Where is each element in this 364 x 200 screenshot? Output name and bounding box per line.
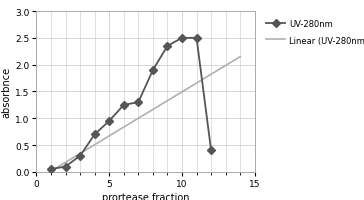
X-axis label: prortease fraction: prortease fraction: [102, 192, 189, 200]
UV-280nm: [63, 165, 68, 168]
UV-280nm: [92, 133, 97, 136]
Y-axis label: absorbnce: absorbnce: [1, 67, 11, 117]
UV-280nm: [78, 155, 82, 157]
UV-280nm: [49, 168, 53, 171]
UV-280nm: [151, 69, 155, 72]
UV-280nm: [107, 120, 111, 123]
UV-280nm: [136, 101, 141, 104]
UV-280nm: [165, 45, 170, 48]
UV-280nm: [194, 37, 199, 40]
UV-280nm: [122, 104, 126, 107]
UV-280nm: [209, 149, 213, 152]
Legend: UV-280nm, Linear (UV-280nm): UV-280nm, Linear (UV-280nm): [265, 19, 364, 46]
Line: UV-280nm: UV-280nm: [48, 36, 214, 172]
UV-280nm: [180, 37, 184, 40]
